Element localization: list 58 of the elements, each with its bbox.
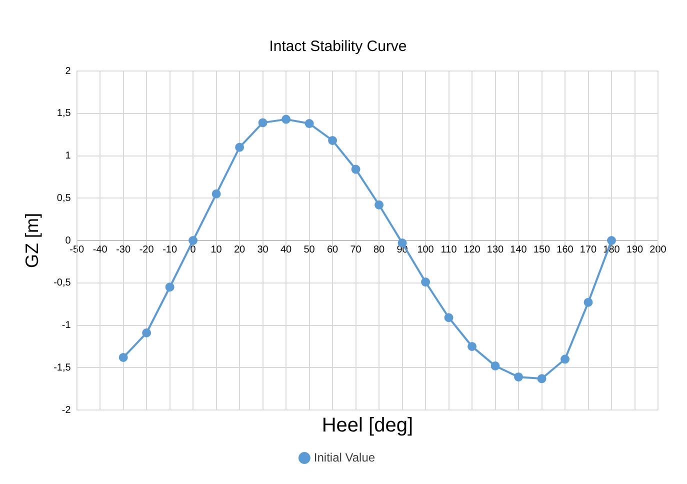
point (258, 118, 268, 128)
point (165, 282, 174, 292)
x-tick-label: 50 (304, 244, 316, 256)
x-tick-label: -20 (139, 244, 154, 256)
point (212, 189, 221, 198)
point (468, 342, 477, 351)
legend-label: Initial Value (314, 450, 376, 464)
y-tick-label: 2 (65, 66, 72, 77)
point (304, 119, 314, 128)
point (235, 142, 244, 152)
point (328, 136, 338, 145)
x-tick-label: -50 (70, 244, 84, 256)
x-tick-label: 120 (464, 244, 481, 256)
x-tick-label: 100 (417, 244, 434, 256)
x-axis-title: Heel [deg] (322, 414, 413, 437)
y-tick-label: -2 (62, 404, 72, 416)
x-tick-label: 30 (257, 244, 269, 256)
x-tick-label: 20 (234, 244, 246, 256)
x-tick-label: 140 (510, 244, 528, 256)
point (490, 361, 500, 370)
y-tick-label: -1 (62, 320, 72, 331)
y-tick-label: 0 (65, 235, 72, 246)
x-tick-label: 150 (533, 244, 551, 256)
point (351, 164, 360, 174)
point (607, 236, 616, 245)
x-tick-label: 130 (486, 244, 504, 256)
point (584, 298, 593, 307)
point (282, 114, 291, 124)
x-tick-label: 170 (580, 244, 598, 256)
x-tick-label: 40 (280, 244, 292, 256)
point (444, 313, 454, 322)
x-tick-label: 80 (373, 244, 386, 256)
y-tick-label: 1 (65, 150, 72, 162)
x-tick-label: 0 (190, 244, 196, 256)
x-tick-label: -10 (162, 244, 178, 256)
x-tick-label: -40 (92, 244, 108, 256)
x-tick-label: 200 (650, 244, 667, 256)
x-tick-label: 110 (440, 244, 458, 256)
point (421, 278, 430, 287)
y-axis-title: GZ [m] (22, 213, 42, 268)
point (188, 236, 198, 245)
point (514, 372, 524, 382)
y-tick-label: 0,5 (56, 192, 72, 204)
x-tick-label: 60 (326, 244, 339, 256)
point (560, 354, 570, 364)
chart-title: Intact Stability Curve (269, 38, 407, 56)
y-tick-label: -1,5 (54, 362, 72, 374)
point (537, 374, 546, 384)
x-tick-label: 190 (626, 244, 644, 256)
x-tick-label: -30 (116, 244, 131, 256)
y-tick-label: -0,5 (54, 278, 72, 289)
point (142, 328, 152, 338)
x-tick-label: 70 (350, 244, 362, 256)
x-tick-label: 160 (556, 244, 574, 256)
x-tick-label: 10 (210, 244, 222, 256)
point (118, 352, 128, 362)
y-tick-label: 1,5 (56, 108, 72, 120)
point (374, 200, 384, 210)
